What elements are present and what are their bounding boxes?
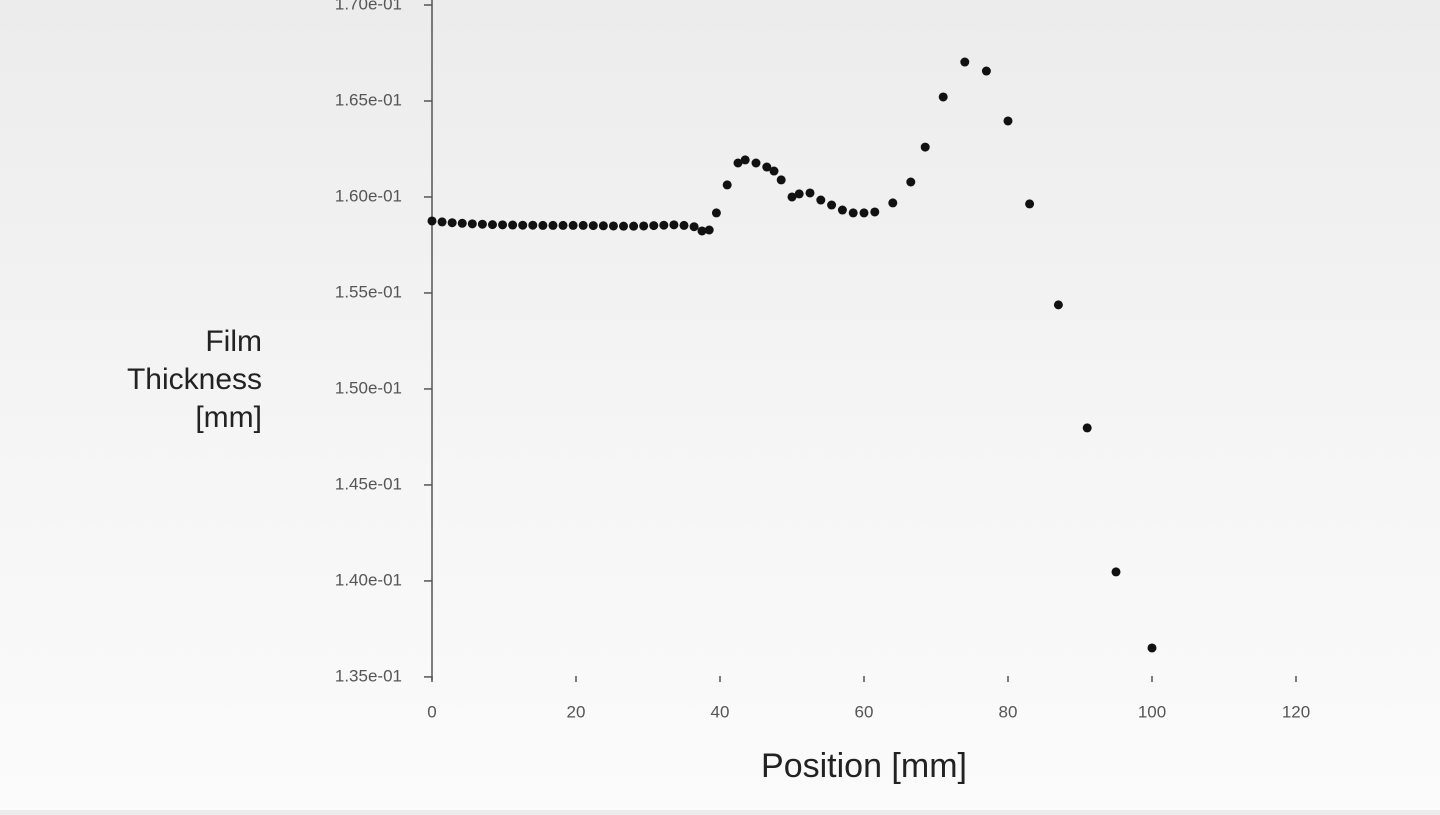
data-point [740, 155, 750, 165]
data-point [467, 219, 477, 229]
data-point [751, 158, 761, 168]
x-axis-label: Position [mm] [761, 747, 967, 785]
data-point [794, 189, 804, 199]
data-point [619, 221, 629, 231]
data-point [457, 218, 467, 228]
data-point [1147, 643, 1157, 653]
data-point [568, 220, 578, 230]
x-tick-label: 20 [567, 702, 586, 721]
data-point [508, 220, 518, 230]
y-tick-label: 1.50e-01 [335, 378, 402, 397]
y-axis-label: Thickness [127, 363, 262, 396]
data-point [538, 220, 548, 230]
data-point [598, 221, 608, 231]
data-point [805, 188, 815, 198]
data-point [920, 142, 930, 152]
data-point [689, 222, 699, 232]
data-point [870, 207, 880, 217]
data-point [769, 166, 779, 176]
data-point [1003, 116, 1013, 126]
data-point [733, 158, 743, 168]
data-point [816, 195, 826, 205]
y-tick-label: 1.70e-01 [335, 0, 402, 13]
data-point [960, 57, 970, 67]
data-point [859, 208, 869, 218]
x-tick-label: 100 [1138, 702, 1166, 721]
data-point [669, 220, 679, 230]
data-point [659, 220, 669, 230]
data-point [1111, 567, 1121, 577]
y-axis-label: Film [205, 325, 262, 358]
x-tick-label: 120 [1282, 702, 1310, 721]
data-point [827, 200, 837, 210]
data-point [588, 221, 598, 231]
y-tick-label: 1.40e-01 [335, 570, 402, 589]
data-point [837, 205, 847, 215]
data-point [649, 221, 659, 231]
y-tick-label: 1.45e-01 [335, 474, 402, 493]
y-tick-label: 1.60e-01 [335, 186, 402, 205]
data-point [1082, 423, 1092, 433]
y-tick-label: 1.55e-01 [335, 282, 402, 301]
data-point [697, 226, 707, 236]
data-point [938, 92, 948, 102]
data-point [704, 225, 714, 235]
data-point [776, 175, 786, 185]
data-point [578, 220, 588, 230]
data-point [679, 220, 689, 230]
data-point [1025, 199, 1035, 209]
x-tick-label: 60 [855, 702, 874, 721]
data-point [906, 177, 916, 187]
data-point [427, 216, 437, 226]
data-point [848, 208, 858, 218]
x-tick-label: 80 [999, 702, 1018, 721]
x-tick-label: 40 [711, 702, 730, 721]
data-point [981, 66, 991, 76]
data-point [528, 220, 538, 230]
data-point [437, 217, 447, 227]
data-point [711, 208, 721, 218]
data-point [498, 220, 508, 230]
y-axis-label: [mm] [195, 401, 262, 434]
data-point [762, 162, 772, 172]
data-point [477, 219, 487, 229]
data-point [722, 180, 732, 190]
y-tick-label: 1.65e-01 [335, 90, 402, 109]
data-point [888, 198, 898, 208]
data-point [487, 220, 497, 230]
y-tick-label: 1.35e-01 [335, 666, 402, 685]
data-point [629, 221, 639, 231]
data-point [447, 218, 457, 228]
data-point [639, 221, 649, 231]
data-point [558, 220, 568, 230]
data-point [548, 220, 558, 230]
data-point [1053, 300, 1063, 310]
data-point [518, 220, 528, 230]
data-point [608, 221, 618, 231]
data-point [787, 192, 797, 202]
x-tick-label: 0 [427, 702, 436, 721]
